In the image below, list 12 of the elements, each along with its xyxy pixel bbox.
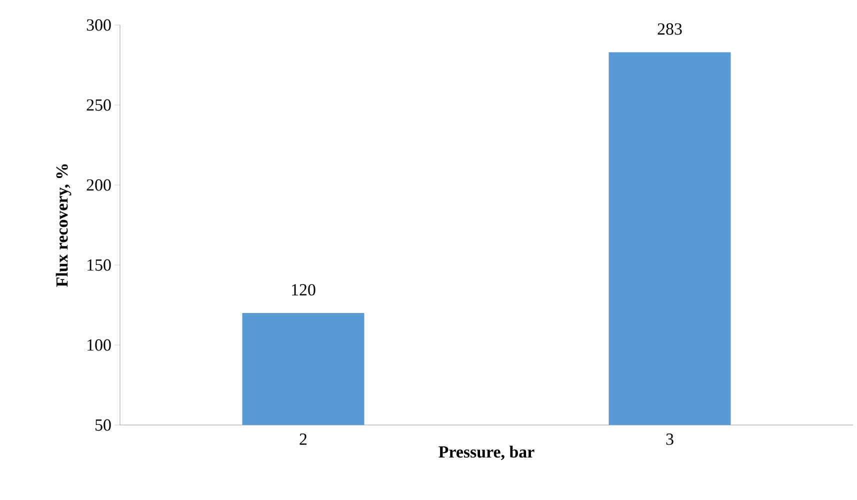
y-tick-label: 300 [86,19,111,31]
y-tick-label: 100 [88,339,111,351]
x-axis-title: Pressure, bar [438,446,534,460]
x-tick-label: 2 [300,434,307,445]
y-tick-label: 150 [88,259,111,271]
data-label: 283 [658,23,682,35]
y-tick-label: 50 [96,419,111,431]
y-tick-label: 250 [86,99,111,111]
data-label: 120 [292,284,316,296]
x-tick-label: 3 [666,434,674,445]
y-axis-title: Flux recovery, % [56,164,72,287]
y-tick-label: 200 [86,179,111,191]
